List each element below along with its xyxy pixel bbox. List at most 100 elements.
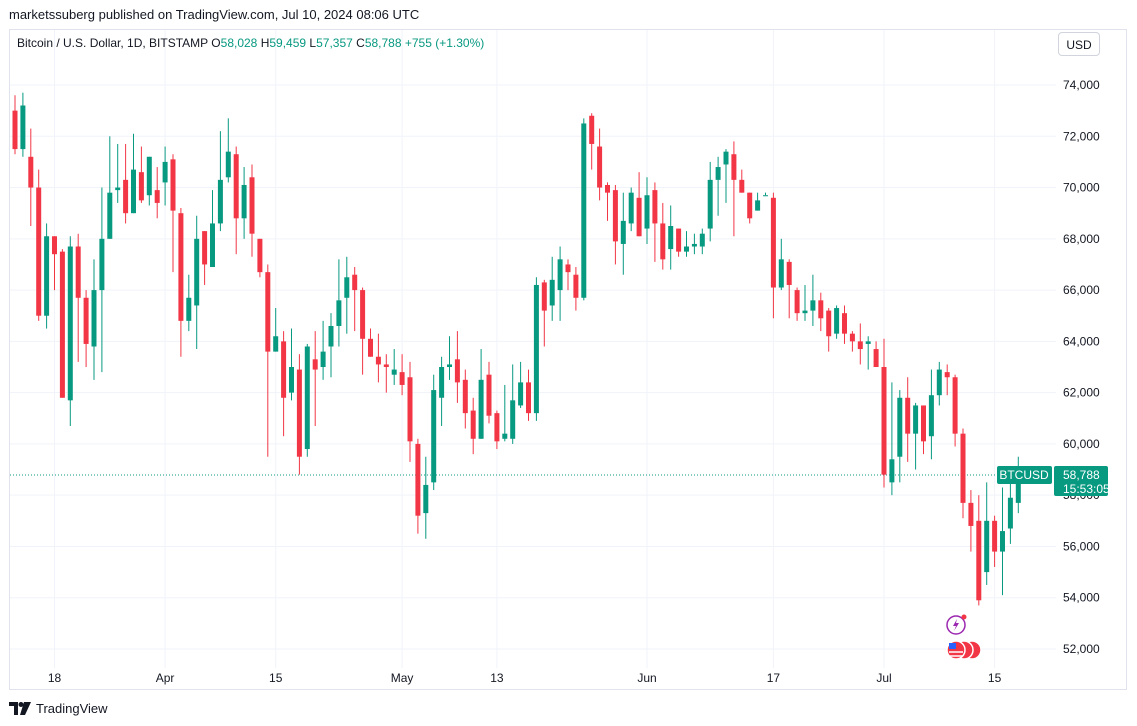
high-label: H bbox=[260, 36, 270, 50]
candle-body bbox=[162, 161, 168, 183]
candle bbox=[83, 290, 89, 367]
candle bbox=[447, 336, 452, 380]
x-tick-label: 15 bbox=[988, 671, 1002, 685]
symbol-line: Bitcoin / U.S. Dollar, 1D, BITSTAMP bbox=[17, 36, 208, 50]
candle bbox=[952, 374, 958, 447]
candle-body bbox=[612, 190, 618, 242]
candle-body bbox=[1007, 497, 1013, 529]
candle-body bbox=[652, 190, 658, 224]
candle bbox=[778, 238, 784, 291]
candle-body bbox=[842, 313, 847, 334]
candle-body bbox=[960, 433, 966, 503]
candle bbox=[526, 369, 531, 421]
candle bbox=[921, 405, 926, 455]
event-icons bbox=[946, 614, 982, 660]
candle bbox=[407, 361, 413, 462]
candle-body bbox=[510, 400, 516, 439]
y-tick-label: 74,000 bbox=[1063, 78, 1100, 92]
candle-body bbox=[289, 367, 294, 393]
candle bbox=[541, 279, 547, 347]
candle-body bbox=[557, 259, 563, 291]
candle bbox=[312, 331, 318, 426]
candle-body bbox=[75, 246, 81, 298]
candle bbox=[573, 267, 579, 311]
candle-body bbox=[944, 372, 950, 378]
price-badge-countdown: 15:53:05 bbox=[1063, 482, 1110, 496]
candle-body bbox=[281, 341, 287, 398]
candle bbox=[28, 128, 34, 226]
candle-body bbox=[399, 372, 405, 385]
candle bbox=[533, 277, 539, 421]
candle bbox=[178, 208, 184, 357]
y-tick-label: 60,000 bbox=[1063, 437, 1100, 451]
candle-body bbox=[573, 274, 579, 298]
candle bbox=[960, 428, 966, 519]
candle-body bbox=[454, 359, 460, 383]
close-value: 58,788 bbox=[364, 36, 402, 50]
candle-body bbox=[834, 308, 840, 334]
candle bbox=[454, 331, 460, 403]
candle-body bbox=[20, 105, 26, 150]
candle-body bbox=[928, 395, 934, 437]
candle-body bbox=[312, 359, 318, 370]
candle-body bbox=[636, 197, 642, 237]
open-value: 58,028 bbox=[220, 36, 258, 50]
candle bbox=[146, 156, 152, 206]
candle bbox=[59, 249, 65, 398]
candle-body bbox=[320, 351, 326, 367]
candle bbox=[976, 495, 982, 606]
candle-body bbox=[905, 397, 911, 434]
candle bbox=[52, 236, 57, 291]
candle bbox=[281, 331, 287, 437]
candle-body bbox=[873, 349, 879, 367]
candle bbox=[857, 323, 863, 365]
candle bbox=[107, 136, 113, 239]
candle bbox=[889, 382, 895, 496]
time-axis: 18 Apr 15 May 13 Jun 17 Jul 15 bbox=[48, 671, 1002, 685]
y-tick-label: 66,000 bbox=[1063, 283, 1100, 297]
candle bbox=[968, 490, 974, 552]
candle-body bbox=[881, 367, 887, 475]
candle-body bbox=[1000, 531, 1005, 552]
candle bbox=[984, 482, 990, 585]
candle bbox=[431, 374, 437, 491]
candle bbox=[502, 384, 508, 442]
candle-body bbox=[849, 333, 855, 342]
candle-body bbox=[605, 184, 610, 193]
candle bbox=[423, 456, 429, 539]
candle bbox=[715, 156, 721, 216]
tradingview-logo[interactable]: TradingView bbox=[9, 701, 108, 716]
currency-button[interactable]: USD bbox=[1058, 32, 1100, 56]
candle-body bbox=[533, 284, 539, 414]
low-value: 57,357 bbox=[316, 36, 353, 50]
price-axis: 74,000 72,000 70,000 68,000 66,000 64,000 62,0… bbox=[1063, 78, 1100, 656]
candle-body bbox=[186, 297, 192, 321]
candle bbox=[707, 161, 713, 242]
candle-body bbox=[1015, 474, 1021, 503]
candle bbox=[225, 118, 231, 183]
candle bbox=[336, 259, 342, 347]
candle bbox=[549, 256, 555, 321]
candle-body bbox=[273, 336, 279, 352]
candle-body bbox=[913, 405, 919, 434]
candle-body bbox=[91, 290, 97, 347]
lightning-event-icon-bolt bbox=[953, 619, 959, 631]
candle bbox=[644, 177, 650, 244]
candle bbox=[12, 95, 18, 155]
candle bbox=[557, 246, 563, 321]
candle bbox=[154, 167, 160, 219]
candle bbox=[897, 390, 903, 483]
candle-body bbox=[360, 290, 366, 339]
candle bbox=[328, 313, 334, 378]
y-tick-label: 72,000 bbox=[1063, 129, 1100, 143]
candle bbox=[826, 308, 832, 352]
candle-body bbox=[131, 169, 136, 214]
candle bbox=[273, 308, 279, 352]
x-tick-label: Jun bbox=[637, 671, 656, 685]
candle bbox=[605, 182, 610, 221]
candle bbox=[202, 231, 208, 285]
candle-body bbox=[202, 231, 208, 265]
candle-body bbox=[178, 213, 184, 321]
grid-lines bbox=[10, 30, 1056, 668]
